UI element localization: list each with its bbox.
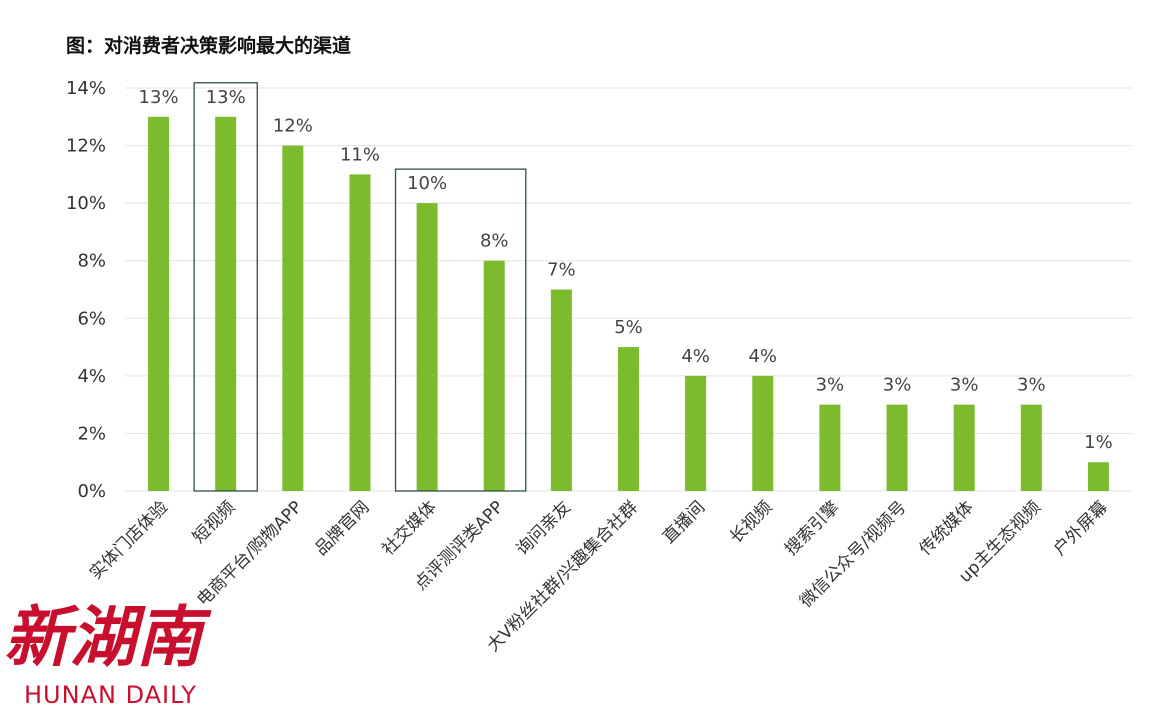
bar: [416, 203, 438, 491]
data-label: 3%: [950, 375, 979, 396]
x-tick-label: 搜索引擎: [781, 497, 843, 559]
bar: [953, 404, 975, 491]
data-label: 12%: [273, 116, 313, 137]
x-tick-label: 品牌官网: [311, 497, 373, 559]
data-label: 13%: [139, 87, 179, 108]
x-tick-label: 短视频: [189, 497, 239, 547]
x-tick-label: 长视频: [726, 497, 776, 547]
bar: [685, 375, 707, 491]
data-label: 13%: [206, 87, 246, 108]
data-label: 3%: [883, 375, 912, 396]
data-label: 3%: [816, 375, 845, 396]
bar: [618, 347, 639, 491]
bar: [483, 260, 505, 491]
x-tick-label: 社交媒体: [378, 497, 440, 559]
data-label: 1%: [1084, 432, 1113, 453]
highlight-boxes: [193, 82, 527, 492]
watermark: 新湖南 HUNAN DAILY: [4, 598, 212, 709]
watermark-chinese: 新湖南: [4, 598, 212, 676]
bar: [819, 404, 841, 491]
data-label: 3%: [1017, 375, 1046, 396]
data-label: 10%: [407, 173, 447, 194]
bar: [1087, 462, 1109, 491]
x-tick-label: 传统媒体: [915, 497, 977, 559]
data-label: 7%: [547, 260, 576, 281]
watermark-english: HUNAN DAILY: [24, 681, 197, 709]
bar: [886, 404, 908, 491]
y-tick-label: 0%: [77, 481, 106, 502]
value-labels: 13% 13% 12% 11% 10% 8% 7% 5% 4% 4% 3% 3% 3% 3% 1%: [139, 87, 1113, 453]
bar: [349, 174, 371, 491]
bar: [215, 116, 237, 492]
bar: [1020, 404, 1042, 491]
bar: [282, 145, 304, 492]
y-axis-ticks: 0% 2% 4% 6% 8% 10% 12% 14%: [66, 78, 106, 502]
y-tick-label: 6%: [77, 308, 106, 329]
bar: [550, 289, 572, 491]
y-tick-label: 14%: [66, 78, 106, 99]
bar: [148, 116, 170, 492]
y-tick-label: 4%: [77, 366, 106, 387]
x-tick-label: 户外屏幕: [1050, 497, 1112, 559]
x-tick-label: 实体门店体验: [86, 497, 172, 583]
x-tick-label: 直播间: [659, 497, 709, 547]
data-label: 4%: [748, 346, 777, 367]
y-tick-label: 8%: [77, 251, 106, 272]
bars: [148, 116, 1109, 492]
bar: [752, 375, 774, 491]
chart-title: 图：对消费者决策影响最大的渠道: [66, 34, 351, 57]
data-label: 11%: [340, 144, 380, 165]
data-label: 5%: [614, 317, 643, 338]
y-tick-label: 2%: [77, 423, 106, 444]
x-tick-label: 询问亲友: [513, 497, 575, 559]
highlight-box: [394, 168, 527, 492]
highlight-box: [193, 82, 258, 492]
y-tick-label: 10%: [66, 193, 106, 214]
data-label: 4%: [681, 346, 710, 367]
data-label: 8%: [480, 231, 509, 252]
y-tick-label: 12%: [66, 136, 106, 157]
